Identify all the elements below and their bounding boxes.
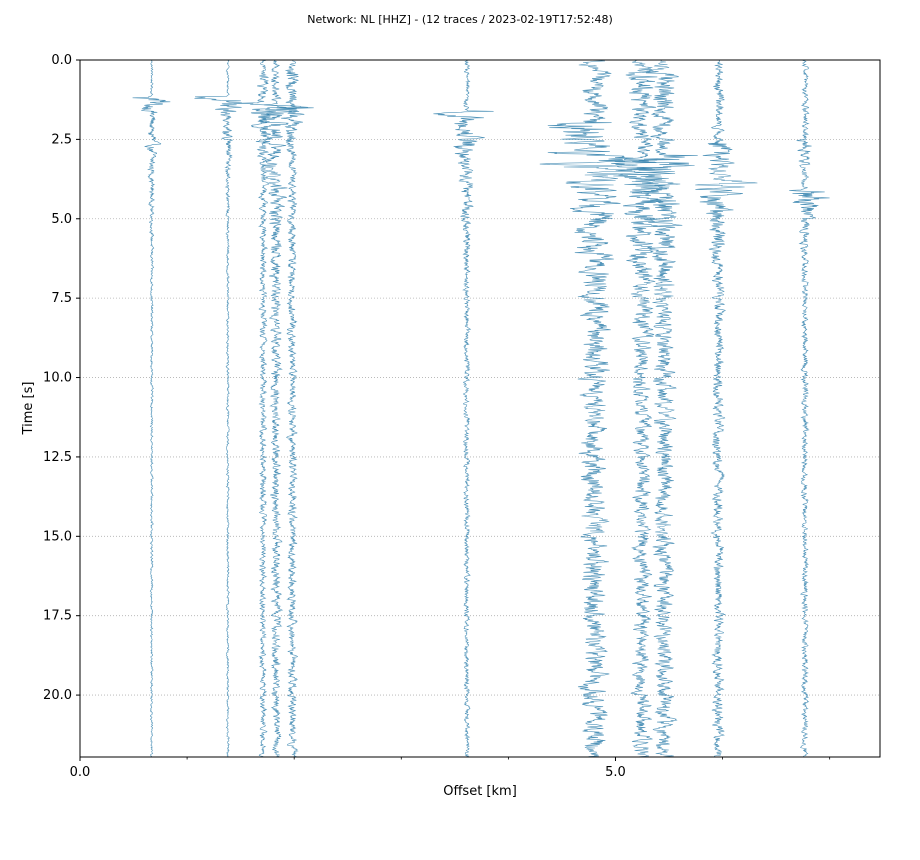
trace-6 — [433, 59, 494, 758]
trace-4 — [257, 59, 309, 758]
trace-11 — [789, 59, 830, 758]
trace-3 — [233, 59, 287, 758]
grid-lines — [80, 138, 880, 696]
y-tick-label-6: 15.0 — [43, 529, 72, 544]
y-tick-label-2: 5.0 — [51, 212, 72, 227]
trace-1 — [132, 59, 171, 758]
plot-frame — [79, 59, 881, 758]
trace-8 — [611, 59, 676, 758]
y-tick-label-4: 10.0 — [43, 371, 72, 386]
x-axis-label: Offset [km] — [443, 784, 517, 799]
y-tick-label-8: 20.0 — [43, 688, 72, 703]
trace-2 — [194, 59, 242, 758]
x-tick-label-0: 0.0 — [70, 765, 91, 780]
y-tick-label-5: 12.5 — [43, 450, 72, 465]
x-tick-label-1: 5.0 — [605, 765, 626, 780]
x-axis: 0.0 5.0 — [70, 757, 831, 780]
y-tick-label-0: 0.0 — [51, 53, 72, 68]
y-axis: 0.0 2.5 5.0 7.5 10.0 12.5 15.0 17.5 20.0 — [43, 53, 80, 703]
y-tick-label-1: 2.5 — [51, 132, 72, 147]
y-tick-label-3: 7.5 — [51, 291, 72, 306]
y-axis-label: Time [s] — [21, 382, 36, 436]
trace-10 — [695, 59, 758, 758]
y-tick-label-7: 17.5 — [43, 609, 72, 624]
trace-9 — [620, 59, 698, 758]
chart-title: Network: NL [HHZ] - (12 traces / 2023-02… — [307, 13, 613, 26]
trace-7 — [539, 59, 634, 758]
trace-5 — [276, 59, 314, 758]
trace-layer — [132, 59, 830, 758]
